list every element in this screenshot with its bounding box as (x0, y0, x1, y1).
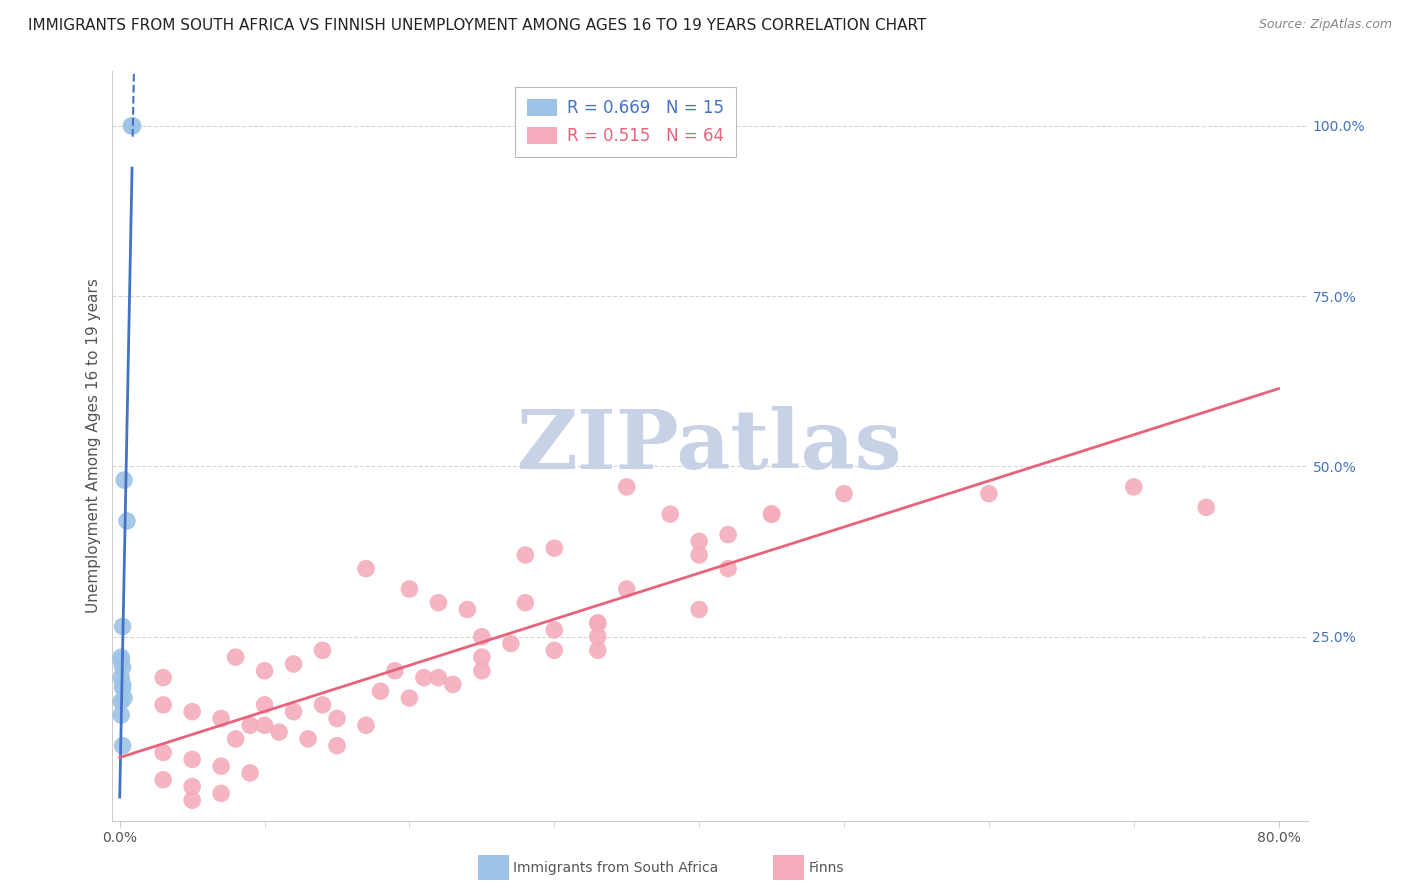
Point (398, 582, 420, 596)
Point (181, 705, 204, 719)
Point (225, 650, 247, 665)
Point (267, 725, 290, 739)
Point (110, 694, 132, 708)
Point (209, 786, 232, 800)
Point (110, 671, 132, 685)
Point (225, 731, 247, 746)
Point (152, 671, 174, 685)
Point (471, 650, 494, 665)
Point (413, 671, 436, 685)
Point (112, 691, 135, 706)
Point (1195, 500, 1218, 515)
Point (688, 602, 710, 616)
Point (110, 650, 132, 665)
Point (717, 561, 740, 575)
Point (441, 677, 464, 691)
Point (115, 514, 138, 528)
Point (515, 548, 537, 562)
Point (354, 561, 377, 575)
Point (152, 698, 174, 712)
Point (209, 711, 232, 725)
Point (761, 507, 783, 521)
Point (384, 664, 406, 678)
Point (239, 718, 262, 732)
Point (181, 752, 204, 766)
Point (616, 480, 638, 494)
Point (111, 660, 134, 674)
Point (717, 527, 740, 541)
Point (354, 718, 377, 732)
Point (370, 684, 392, 698)
Point (112, 473, 135, 487)
Point (311, 698, 333, 712)
Point (398, 691, 420, 706)
Point (471, 664, 494, 678)
Point (659, 507, 682, 521)
Point (688, 534, 710, 549)
Legend: R = 0.669   N = 15, R = 0.515   N = 64: R = 0.669 N = 15, R = 0.515 N = 64 (515, 87, 735, 157)
Point (239, 766, 262, 780)
Point (688, 548, 710, 562)
Point (586, 616, 609, 631)
Point (111, 619, 134, 633)
Point (543, 643, 565, 657)
Text: IMMIGRANTS FROM SOUTH AFRICA VS FINNISH UNEMPLOYMENT AMONG AGES 16 TO 19 YEARS C: IMMIGRANTS FROM SOUTH AFRICA VS FINNISH … (28, 18, 927, 33)
Point (427, 671, 450, 685)
Point (253, 698, 276, 712)
Point (977, 486, 1000, 500)
Point (253, 718, 276, 732)
Point (283, 705, 305, 719)
Point (616, 582, 638, 596)
Point (456, 602, 478, 616)
Point (543, 623, 565, 637)
Y-axis label: Unemployment Among Ages 16 to 19 years: Unemployment Among Ages 16 to 19 years (86, 278, 101, 614)
Point (209, 759, 232, 773)
Point (311, 643, 333, 657)
Point (297, 731, 319, 746)
Point (152, 772, 174, 787)
Point (586, 630, 609, 644)
Point (181, 793, 204, 807)
Point (152, 746, 174, 760)
Text: Immigrants from South Africa: Immigrants from South Africa (513, 861, 718, 875)
Point (253, 664, 276, 678)
Point (120, 119, 142, 133)
Point (326, 711, 349, 725)
Point (761, 507, 783, 521)
Point (121, 119, 143, 133)
Point (326, 739, 349, 753)
Point (427, 596, 450, 610)
Point (586, 616, 609, 631)
Point (499, 636, 522, 650)
Point (515, 596, 537, 610)
Point (111, 739, 134, 753)
Text: Source: ZipAtlas.com: Source: ZipAtlas.com (1258, 18, 1392, 31)
Point (283, 657, 305, 671)
Point (832, 486, 855, 500)
Text: Finns: Finns (808, 861, 844, 875)
Point (543, 541, 565, 556)
Point (111, 681, 134, 695)
Point (471, 630, 494, 644)
Point (111, 677, 134, 691)
Point (110, 654, 132, 668)
Text: ZIPatlas: ZIPatlas (517, 406, 903, 486)
Point (1122, 480, 1144, 494)
Point (181, 780, 204, 794)
Point (586, 643, 609, 657)
Point (110, 708, 132, 723)
